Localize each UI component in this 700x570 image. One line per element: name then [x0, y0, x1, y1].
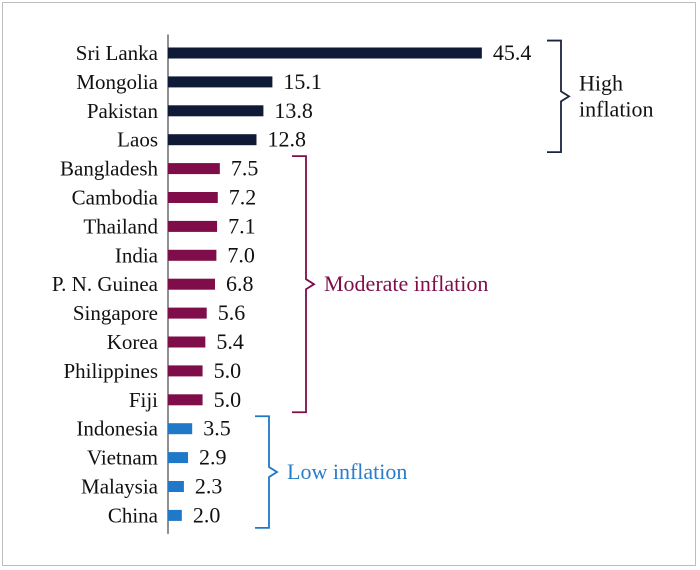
- bar-indonesia: [168, 423, 193, 435]
- value-label: 5.4: [216, 329, 244, 354]
- group-label: Low inflation: [287, 459, 407, 484]
- value-label: 45.4: [493, 40, 532, 65]
- value-label: 2.3: [195, 474, 223, 499]
- value-label: 13.8: [274, 98, 313, 123]
- category-label: Bangladesh: [60, 157, 158, 181]
- bar-china: [168, 509, 182, 521]
- bar-fiji: [168, 394, 203, 406]
- category-label: Korea: [107, 330, 159, 354]
- bar-vietnam: [168, 452, 189, 464]
- group-label: High: [579, 70, 623, 95]
- category-label: P. N. Guinea: [52, 272, 159, 296]
- bar-pakistan: [168, 105, 264, 117]
- category-label: Philippines: [63, 359, 158, 383]
- value-label: 3.5: [203, 416, 231, 441]
- value-label: 2.0: [193, 502, 221, 527]
- category-label: Cambodia: [72, 186, 159, 210]
- category-label: Laos: [117, 128, 158, 152]
- category-label: Pakistan: [87, 99, 159, 123]
- bar-india: [168, 249, 217, 261]
- bar-bangladesh: [168, 163, 220, 175]
- value-label: 5.0: [214, 358, 242, 383]
- value-label: 7.1: [228, 213, 256, 238]
- category-label: Indonesia: [76, 417, 158, 441]
- value-label: 15.1: [283, 69, 322, 94]
- value-label: 7.5: [231, 156, 259, 181]
- bar-cambodia: [168, 192, 218, 203]
- bar-thailand: [168, 220, 218, 232]
- value-label: 5.0: [214, 387, 242, 412]
- group-bracket: [547, 39, 571, 154]
- bar-singapore: [168, 307, 207, 319]
- category-label: Thailand: [83, 214, 158, 238]
- bar-laos: [168, 134, 257, 146]
- bar-korea: [168, 336, 206, 348]
- category-label: China: [108, 503, 159, 527]
- bar-mongolia: [168, 76, 273, 88]
- category-label: Malaysia: [81, 475, 159, 499]
- category-label: Vietnam: [87, 446, 158, 470]
- value-label: 12.8: [267, 127, 306, 152]
- group-bracket: [255, 415, 279, 529]
- bar-philippines: [168, 365, 203, 377]
- bar-malaysia: [168, 481, 184, 492]
- value-label: 2.9: [199, 445, 227, 470]
- value-label: 5.6: [218, 300, 246, 325]
- group-label: Moderate inflation: [324, 271, 488, 296]
- bar-sri-lanka: [168, 47, 482, 59]
- value-label: 7.0: [227, 242, 255, 267]
- group-bracket: [292, 155, 316, 414]
- group-label: inflation: [579, 96, 654, 121]
- category-label: Mongolia: [76, 70, 158, 94]
- category-label: Fiji: [129, 388, 158, 412]
- value-label: 6.8: [226, 271, 254, 296]
- category-label: Sri Lanka: [76, 41, 159, 65]
- category-label: India: [115, 243, 159, 267]
- value-label: 7.2: [229, 185, 257, 210]
- bar-p-n-guinea: [168, 278, 216, 290]
- category-label: Singapore: [73, 301, 158, 325]
